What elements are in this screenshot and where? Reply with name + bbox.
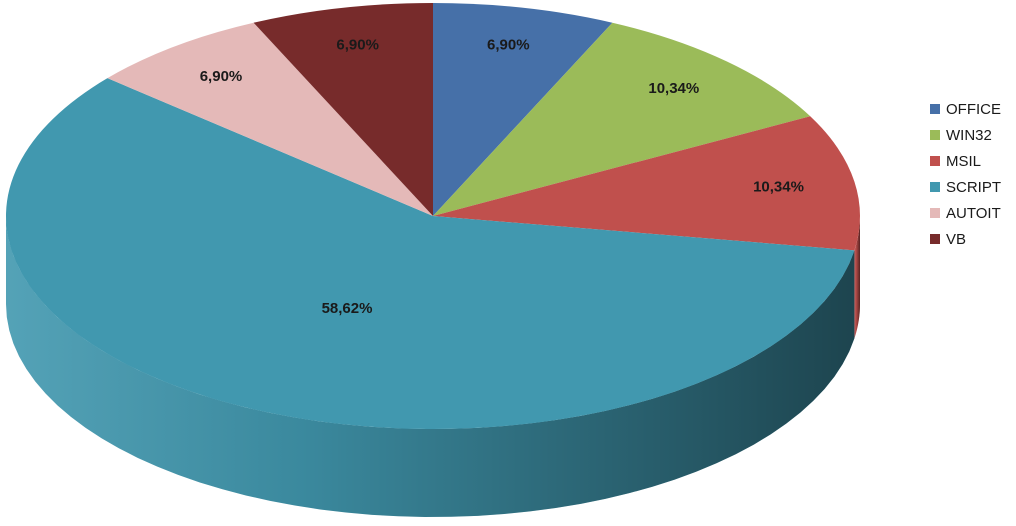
legend-swatch [930, 130, 940, 140]
pie-slice-script [5, 78, 855, 430]
pie-slice-vb [253, 3, 433, 216]
data-label-office: 6,90% [487, 36, 530, 53]
data-label-msil: 10,34% [753, 179, 804, 196]
legend-item-msil: MSIL [930, 148, 1001, 174]
legend-item-autoit: AUTOIT [930, 200, 1001, 226]
pie-slice-autoit [107, 22, 433, 217]
pie-slice-win32 [433, 22, 811, 217]
legend-label: SCRIPT [946, 178, 1002, 196]
legend-swatch [930, 156, 940, 166]
legend-label: WIN32 [946, 126, 992, 144]
data-label-script: 58,62% [322, 300, 373, 317]
legend-label: VB [946, 230, 967, 248]
legend-item-office: OFFICE [930, 96, 1001, 122]
data-label-autoit: 6,90% [200, 68, 243, 85]
legend-swatch [930, 208, 940, 218]
legend-swatch [930, 104, 940, 114]
legend-label: OFFICE [946, 100, 1001, 118]
legend-swatch [930, 234, 940, 244]
data-label-win32: 10,34% [648, 80, 699, 97]
legend-swatch [930, 182, 940, 192]
pie-side-shade-script [6, 216, 855, 517]
legend-item-vb: VB [930, 226, 1001, 252]
legend: OFFICE WIN32 MSIL SCRIPT AUTOIT VB [930, 96, 1001, 252]
pie-slice-office [433, 3, 613, 216]
legend-label: MSIL [946, 152, 982, 170]
pie-slice-msil [433, 116, 860, 251]
legend-item-win32: WIN32 [930, 122, 1001, 148]
legend-item-script: SCRIPT [930, 174, 1001, 200]
pie-side-shade-msil [854, 216, 860, 339]
data-label-vb: 6,90% [336, 36, 379, 53]
legend-label: AUTOIT [946, 204, 1001, 222]
